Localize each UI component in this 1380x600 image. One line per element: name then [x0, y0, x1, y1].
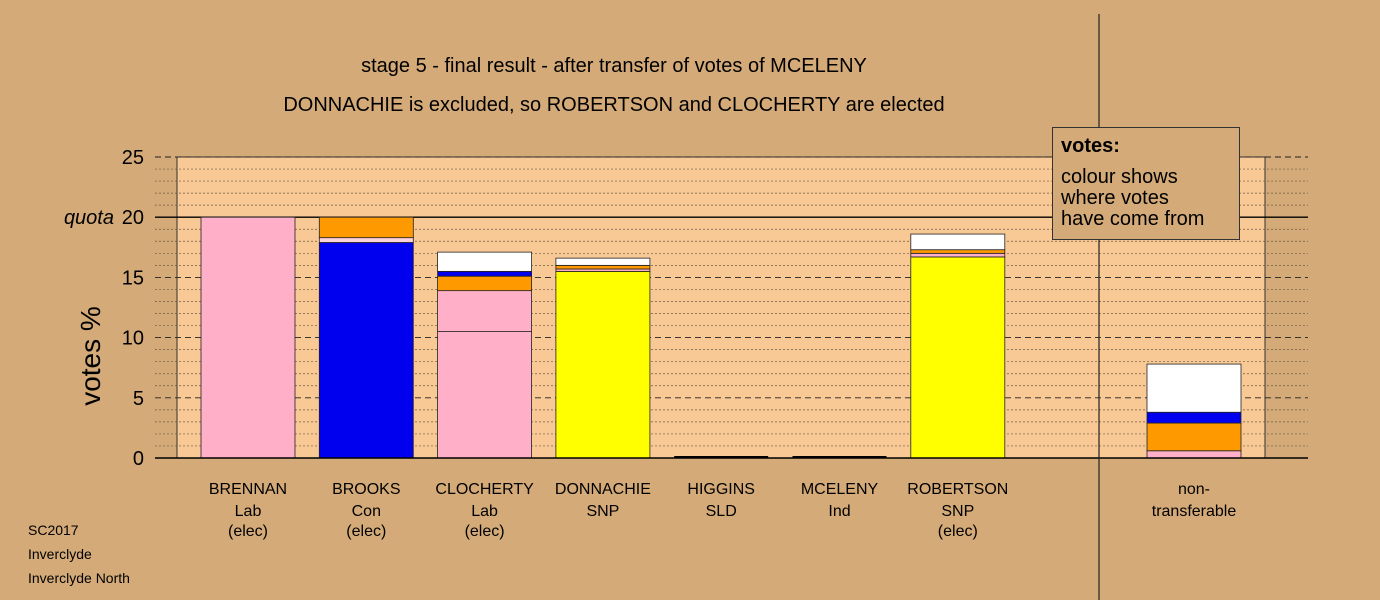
- candidate-party-label: SNP: [586, 503, 619, 520]
- candidate-status-label: (elec): [465, 523, 505, 540]
- bar-segment: [910, 256, 1006, 459]
- candidate-party-label: Ind: [828, 503, 850, 520]
- candidate-name-label: ROBERTSON: [907, 481, 1008, 498]
- bar-segment: [910, 249, 1006, 254]
- bar-segment: [555, 264, 651, 270]
- bar-segment: [910, 252, 1006, 258]
- y-tick-label: 15: [122, 267, 144, 289]
- footer-council: Inverclyde: [28, 546, 92, 562]
- bar-segment: [437, 251, 533, 272]
- y-tick-label: 10: [122, 328, 144, 350]
- legend-title: votes:: [1061, 135, 1120, 157]
- bar-segment: [1146, 450, 1242, 459]
- chart-subtitle: DONNACHIE is excluded, so ROBERTSON and …: [283, 94, 944, 116]
- y-tick-label: 0: [133, 448, 144, 470]
- candidate-name-label: MCELENY: [801, 481, 879, 498]
- candidate-name-label: BRENNAN: [209, 481, 287, 498]
- bar-segment: [1146, 363, 1242, 413]
- legend-line-1: colour shows: [1061, 166, 1178, 188]
- candidate-party-label: Con: [352, 503, 381, 520]
- nontransferable-label-1: non-: [1178, 481, 1210, 498]
- bar-segment: [437, 275, 533, 292]
- bar-segment: [1146, 411, 1242, 424]
- legend-box: votes: colour shows where votes have com…: [1052, 127, 1240, 240]
- legend-line-2: where votes: [1061, 187, 1169, 209]
- quota-label: quota: [64, 207, 114, 229]
- bar-segment: [910, 233, 1006, 251]
- candidate-party-label: SLD: [706, 503, 737, 520]
- bar-segment: [200, 216, 296, 459]
- candidate-party-label: Lab: [471, 503, 498, 520]
- bar-segment: [555, 270, 651, 459]
- legend-line-3: have come from: [1061, 208, 1205, 230]
- bar-segment: [318, 242, 414, 459]
- nontransferable-label-2: transferable: [1152, 503, 1237, 520]
- chart-title: stage 5 - final result - after transfer …: [361, 55, 867, 77]
- bar-segment: [1146, 422, 1242, 452]
- footer-election: SC2017: [28, 522, 79, 538]
- bar-segment: [318, 216, 414, 239]
- bar-segment: [437, 270, 533, 277]
- y-axis-label: votes %: [75, 306, 106, 406]
- candidate-status-label: (elec): [346, 523, 386, 540]
- candidate-status-label: (elec): [938, 523, 978, 540]
- bar-segment: [437, 331, 533, 459]
- y-tick-label: 5: [133, 388, 144, 410]
- candidate-name-label: CLOCHERTY: [435, 481, 534, 498]
- candidate-name-label: BROOKS: [332, 481, 400, 498]
- candidate-name-label: DONNACHIE: [555, 481, 651, 498]
- candidate-status-label: (elec): [228, 523, 268, 540]
- bar-segment: [437, 290, 533, 332]
- bar-segment: [318, 237, 414, 243]
- y-tick-label: 25: [122, 147, 144, 169]
- y-tick-label: 20: [122, 207, 144, 229]
- candidate-party-label: SNP: [941, 503, 974, 520]
- candidate-party-label: Lab: [235, 503, 262, 520]
- footer-ward: Inverclyde North: [28, 570, 130, 586]
- candidate-name-label: HIGGINS: [687, 481, 755, 498]
- bar-segment: [555, 257, 651, 266]
